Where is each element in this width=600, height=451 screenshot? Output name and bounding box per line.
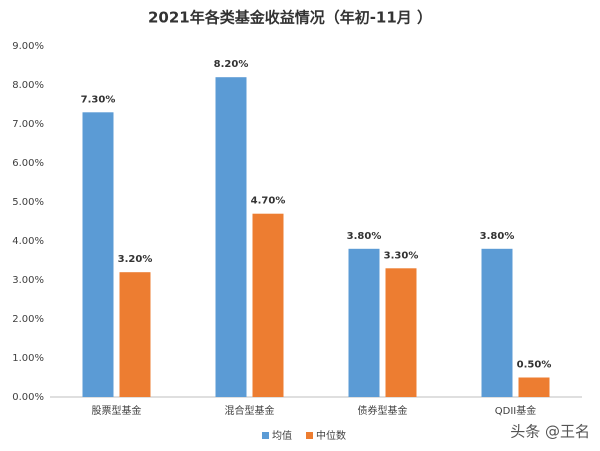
value-label: 4.70%: [251, 196, 286, 207]
legend-label: 中位数: [316, 429, 346, 442]
y-tick-label: 6.00%: [12, 158, 44, 169]
y-tick-label: 8.00%: [12, 80, 44, 91]
x-tick-label: 债券型基金: [358, 404, 408, 417]
bar: [252, 213, 284, 397]
value-label: 7.30%: [81, 94, 116, 105]
watermark: 头条 @王名: [510, 423, 590, 441]
y-tick-label: 5.00%: [12, 197, 44, 208]
value-label: 3.30%: [384, 250, 419, 261]
y-tick-label: 4.00%: [12, 236, 44, 247]
bar: [518, 377, 550, 397]
y-tick-label: 2.00%: [12, 314, 44, 325]
bar: [481, 248, 513, 397]
x-tick-label: QDII基金: [495, 404, 536, 417]
y-tick-label: 9.00%: [12, 41, 44, 52]
chart-title: 2021年各类基金收益情况（年初-11月 ）: [148, 9, 432, 27]
bar: [385, 268, 417, 397]
value-label: 8.20%: [214, 59, 249, 70]
y-tick-label: 0.00%: [12, 392, 44, 403]
bar: [215, 77, 247, 397]
bar: [82, 112, 114, 398]
y-tick-label: 3.00%: [12, 275, 44, 286]
bar: [348, 248, 380, 397]
legend-swatch: [306, 432, 313, 439]
x-tick-label: 混合型基金: [225, 404, 275, 417]
value-label: 3.80%: [347, 231, 382, 242]
value-label: 3.80%: [480, 231, 515, 242]
x-tick-label: 股票型基金: [92, 404, 142, 417]
y-tick-label: 7.00%: [12, 119, 44, 130]
legend-swatch: [262, 432, 269, 439]
bar: [119, 272, 151, 397]
value-label: 0.50%: [517, 360, 552, 371]
legend-label: 均值: [272, 429, 292, 442]
value-label: 3.20%: [118, 254, 153, 265]
y-tick-label: 1.00%: [12, 353, 44, 364]
